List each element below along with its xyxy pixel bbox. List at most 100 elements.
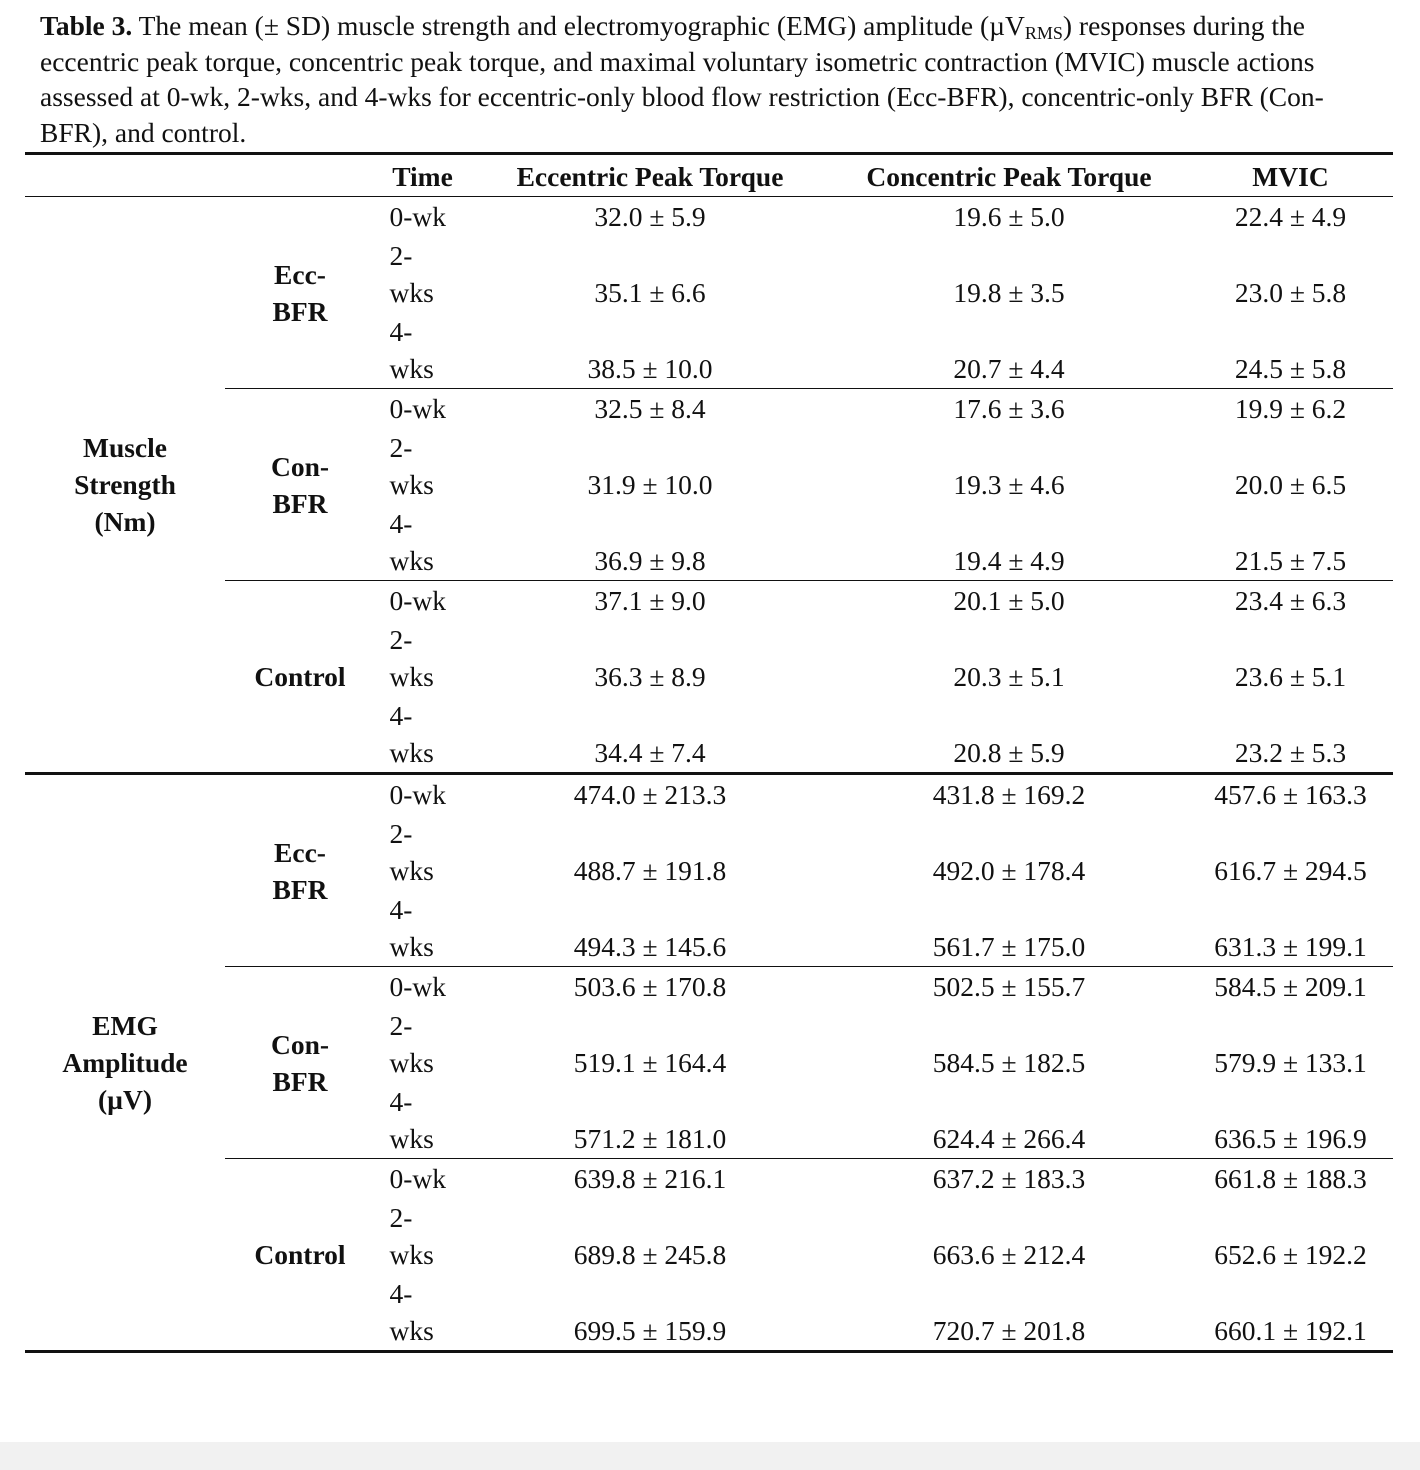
value-text: 584.5 ± 182.5 — [932, 1047, 1086, 1078]
value-text: 35.1 ± 6.6 — [594, 277, 706, 308]
value-cell: 584.5 ± 182.5 — [830, 1006, 1188, 1082]
column-header: Eccentric Peak Torque — [470, 153, 830, 197]
footer-band — [0, 1442, 1420, 1470]
time-cell: 2-wks — [375, 814, 470, 890]
value-cell: 579.9 ± 133.1 — [1188, 1006, 1393, 1082]
time-cell: 0-wk — [375, 772, 470, 814]
value-cell: 631.3 ± 199.1 — [1188, 890, 1393, 967]
value-text: 32.0 ± 5.9 — [594, 201, 706, 232]
value-cell: 474.0 ± 213.3 — [470, 772, 830, 814]
time-label: 4-wks — [389, 316, 434, 384]
section-label: Muscle Strength (Nm) — [74, 432, 176, 537]
table-row: 4-wks 571.2 ± 181.0 624.4 ± 266.4 636.5 ± 1… — [25, 1082, 1393, 1159]
column-header: Time — [375, 153, 470, 197]
value-cell: 31.9 ± 10.0 — [470, 428, 830, 504]
time-cell: 0-wk — [375, 388, 470, 428]
value-text: 38.5 ± 10.0 — [587, 353, 713, 384]
value-cell: 23.6 ± 5.1 — [1188, 620, 1393, 696]
header-spacer — [25, 153, 225, 197]
data-table: Time Eccentric Peak Torque Concentric Peak… — [25, 152, 1393, 1353]
group-cell: Ecc-BFR — [225, 197, 375, 389]
time-cell: 2-wks — [375, 1006, 470, 1082]
time-cell: 2-wks — [375, 236, 470, 312]
time-label: 4-wks — [389, 508, 434, 576]
group-cell: Con-BFR — [225, 966, 375, 1159]
value-cell: 19.8 ± 3.5 — [830, 236, 1188, 312]
value-text: 22.4 ± 4.9 — [1234, 201, 1347, 232]
value-text: 502.5 ± 155.7 — [932, 971, 1086, 1002]
time-label: 2-wks — [389, 432, 434, 500]
value-cell: 492.0 ± 178.4 — [830, 814, 1188, 890]
value-text: 636.5 ± 196.9 — [1214, 1123, 1367, 1154]
time-label: 4-wks — [389, 894, 434, 962]
value-cell: 23.4 ± 6.3 — [1188, 580, 1393, 620]
table-row: 2-wks 35.1 ± 6.6 19.8 ± 3.5 23.0 ± 5.8 — [25, 236, 1393, 312]
header-row: Time Eccentric Peak Torque Concentric Peak… — [25, 153, 1393, 197]
value-cell: 637.2 ± 183.3 — [830, 1158, 1188, 1198]
section-label: EMG Amplitude (µV) — [62, 1010, 188, 1115]
time-label: 0-wk — [389, 201, 447, 232]
caption-subscript: RMS — [1024, 23, 1063, 43]
time-label: 2-wks — [389, 1010, 434, 1078]
value-text: 19.3 ± 4.6 — [953, 469, 1065, 500]
value-cell: 571.2 ± 181.0 — [470, 1082, 830, 1159]
group-label: Ecc-BFR — [272, 836, 328, 905]
value-text: 689.8 ± 245.8 — [573, 1239, 727, 1270]
group-label: Control — [254, 661, 346, 692]
table-row: 2-wks 519.1 ± 164.4 584.5 ± 182.5 579.9 ± 1… — [25, 1006, 1393, 1082]
time-label: 4-wks — [389, 1278, 434, 1346]
value-text: 660.1 ± 192.1 — [1214, 1315, 1367, 1346]
value-text: 23.0 ± 5.8 — [1234, 277, 1347, 308]
time-cell: 0-wk — [375, 1158, 470, 1198]
value-cell: 19.4 ± 4.9 — [830, 504, 1188, 581]
value-text: 17.6 ± 3.6 — [953, 393, 1065, 424]
value-text: 519.1 ± 164.4 — [573, 1047, 727, 1078]
table-row: EMG Amplitude (µV) Ecc-BFR 0-wk 474.0 ± 213… — [25, 772, 1393, 1352]
value-text: 20.0 ± 6.5 — [1234, 469, 1347, 500]
table-row: 2-wks 689.8 ± 245.8 663.6 ± 212.4 652.6 ± 1… — [25, 1198, 1393, 1274]
value-text: 474.0 ± 213.3 — [573, 779, 727, 810]
time-cell: 2-wks — [375, 620, 470, 696]
value-text: 663.6 ± 212.4 — [932, 1239, 1086, 1270]
value-cell: 720.7 ± 201.8 — [830, 1274, 1188, 1352]
value-cell: 19.9 ± 6.2 — [1188, 388, 1393, 428]
time-label: 2-wks — [389, 624, 434, 692]
value-cell: 20.0 ± 6.5 — [1188, 428, 1393, 504]
caption-label: Table 3. — [40, 10, 133, 41]
time-cell: 0-wk — [375, 966, 470, 1006]
value-cell: 36.9 ± 9.8 — [470, 504, 830, 581]
value-cell: 32.0 ± 5.9 — [470, 197, 830, 237]
value-text: 19.8 ± 3.5 — [953, 277, 1065, 308]
time-label: 0-wk — [389, 1163, 447, 1194]
value-cell: 660.1 ± 192.1 — [1188, 1274, 1393, 1352]
value-text: 21.5 ± 7.5 — [1234, 545, 1347, 576]
value-text: 720.7 ± 201.8 — [932, 1315, 1086, 1346]
table-row: 4-wks 36.9 ± 9.8 19.4 ± 4.9 21.5 ± 7.5 — [25, 504, 1393, 581]
value-cell: 584.5 ± 209.1 — [1188, 966, 1393, 1006]
value-cell: 21.5 ± 7.5 — [1188, 504, 1393, 581]
time-cell: 2-wks — [375, 1198, 470, 1274]
value-cell: 35.1 ± 6.6 — [470, 236, 830, 312]
group-label: Con-BFR — [270, 1028, 330, 1097]
caption-text-end: ) responses during the eccentric peak to… — [40, 10, 1324, 148]
time-cell: 4-wks — [375, 696, 470, 774]
value-cell: 23.0 ± 5.8 — [1188, 236, 1393, 312]
value-cell: 20.1 ± 5.0 — [830, 580, 1188, 620]
table-row: Control 0-wk 37.1 ± 9.0 20.1 ± 5.0 23.4 ± 6.… — [25, 580, 1393, 774]
value-text: 20.8 ± 5.9 — [953, 737, 1065, 768]
value-text: 23.2 ± 5.3 — [1234, 737, 1347, 768]
section-cell: Muscle Strength (Nm) — [25, 197, 225, 774]
value-text: 699.5 ± 159.9 — [573, 1315, 727, 1346]
value-text: 639.8 ± 216.1 — [573, 1163, 727, 1194]
column-header: MVIC — [1188, 153, 1393, 197]
value-cell: 20.3 ± 5.1 — [830, 620, 1188, 696]
time-label: 0-wk — [389, 393, 447, 424]
value-cell: 503.6 ± 170.8 — [470, 966, 830, 1006]
value-cell: 616.7 ± 294.5 — [1188, 814, 1393, 890]
table-row: Muscle Strength (Nm) Ecc-BFR 0-wk 32.0 ± 5.… — [25, 197, 1393, 537]
value-text: 36.9 ± 9.8 — [594, 545, 706, 576]
value-text: 616.7 ± 294.5 — [1214, 855, 1367, 886]
table-row: Con-BFR 0-wk 503.6 ± 170.8 502.5 ± 155.7 584… — [25, 966, 1393, 1159]
value-cell: 652.6 ± 192.2 — [1188, 1198, 1393, 1274]
time-label: 4-wks — [389, 1086, 434, 1154]
